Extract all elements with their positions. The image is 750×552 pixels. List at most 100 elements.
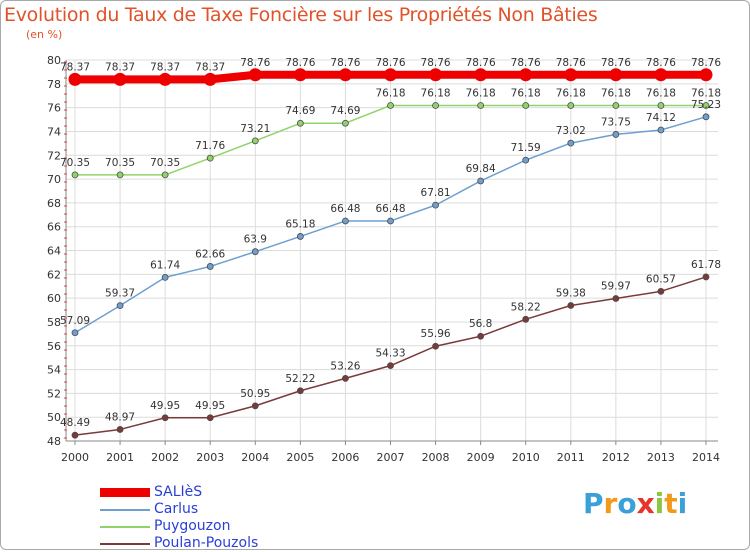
data-label: 54.33 bbox=[375, 348, 405, 360]
data-label: 71.76 bbox=[195, 140, 225, 152]
data-label: 76.18 bbox=[691, 87, 721, 99]
y-tick-label: 72 bbox=[47, 149, 61, 162]
data-label: 59.37 bbox=[105, 288, 135, 300]
data-label: 48.97 bbox=[105, 411, 135, 423]
chart-title: Evolution du Taux de Taxe Foncière sur l… bbox=[4, 4, 598, 26]
data-label: 58.22 bbox=[511, 301, 541, 313]
data-label: 73.02 bbox=[556, 125, 586, 137]
data-label: 61.78 bbox=[691, 259, 721, 271]
data-label: 78.76 bbox=[421, 57, 451, 69]
axes bbox=[64, 60, 718, 445]
y-tick-label: 58 bbox=[47, 316, 61, 329]
data-point bbox=[342, 374, 349, 382]
data-point bbox=[657, 102, 665, 109]
data-point bbox=[432, 102, 439, 109]
legend-swatch bbox=[100, 525, 150, 528]
legend-swatch bbox=[100, 508, 150, 511]
legend: SALIèS Carlus Puygouzon Poulan-Pouzols bbox=[100, 484, 258, 552]
data-point bbox=[203, 72, 217, 86]
y-tick-label: 66 bbox=[47, 221, 61, 234]
y-tick-label: 78 bbox=[47, 78, 61, 91]
data-point bbox=[71, 431, 79, 439]
data-point bbox=[432, 342, 439, 350]
data-point bbox=[161, 171, 169, 179]
data-point bbox=[161, 414, 169, 422]
data-label: 76.18 bbox=[466, 87, 496, 99]
x-tick-label: 2007 bbox=[377, 451, 405, 464]
data-point bbox=[702, 273, 710, 281]
data-label: 78.76 bbox=[601, 57, 631, 69]
data-point bbox=[519, 68, 533, 82]
x-tick-label: 2006 bbox=[331, 451, 359, 464]
data-label: 71.59 bbox=[511, 142, 541, 154]
logo-letter: r bbox=[603, 487, 618, 520]
data-point bbox=[384, 68, 397, 82]
data-label: 78.76 bbox=[285, 57, 315, 69]
x-tick-label: 2012 bbox=[602, 451, 630, 464]
data-label: 66.48 bbox=[375, 203, 405, 215]
data-label: 49.95 bbox=[195, 400, 225, 412]
data-point bbox=[116, 302, 124, 310]
data-label: 78.37 bbox=[60, 61, 90, 73]
x-tick-label: 2013 bbox=[647, 451, 675, 464]
y-tick-label: 74 bbox=[47, 125, 61, 138]
data-label: 63.9 bbox=[244, 234, 267, 246]
y-tick-label: 68 bbox=[47, 197, 61, 210]
data-point bbox=[612, 102, 620, 109]
y-tick-label: 80 bbox=[47, 54, 61, 67]
data-point bbox=[248, 68, 262, 82]
y-tick-label: 62 bbox=[47, 268, 61, 281]
data-label: 53.26 bbox=[330, 360, 360, 372]
data-point bbox=[567, 302, 575, 309]
x-tick-label: 2004 bbox=[241, 451, 269, 464]
y-tick-label: 76 bbox=[47, 102, 61, 115]
legend-item: Puygouzon bbox=[100, 518, 258, 535]
x-tick-label: 2005 bbox=[286, 451, 314, 464]
data-label: 76.18 bbox=[375, 87, 405, 99]
x-tick-label: 2003 bbox=[196, 451, 224, 464]
logo-letter: o bbox=[617, 487, 637, 520]
data-point bbox=[161, 274, 169, 281]
y-tick-label: 54 bbox=[47, 364, 61, 377]
data-point bbox=[116, 426, 124, 433]
y-tick-label: 60 bbox=[47, 292, 61, 305]
logo-letter: t bbox=[664, 487, 678, 520]
legend-item: SALIèS bbox=[100, 484, 258, 501]
data-label: 78.37 bbox=[150, 61, 180, 73]
data-label: 59.38 bbox=[556, 288, 586, 300]
data-point bbox=[657, 287, 665, 295]
data-label: 76.18 bbox=[601, 87, 631, 99]
x-tick-label: 2008 bbox=[422, 451, 450, 464]
data-point bbox=[522, 102, 530, 109]
data-point bbox=[251, 248, 259, 256]
legend-item: Poulan-Pouzols bbox=[100, 535, 258, 552]
y-tick-label: 56 bbox=[47, 340, 61, 353]
data-point bbox=[564, 68, 578, 82]
data-label: 65.18 bbox=[285, 218, 315, 230]
data-label: 60.57 bbox=[646, 273, 676, 285]
data-point bbox=[293, 68, 307, 82]
x-tick-label: 2001 bbox=[106, 451, 134, 464]
data-point bbox=[68, 72, 82, 86]
data-point bbox=[654, 68, 668, 82]
legend-label: Carlus bbox=[154, 501, 199, 517]
data-label: 78.76 bbox=[691, 57, 721, 69]
legend-swatch bbox=[100, 488, 150, 497]
data-point bbox=[251, 402, 259, 410]
data-label: 69.84 bbox=[466, 163, 496, 175]
data-label: 70.35 bbox=[60, 157, 90, 169]
data-label: 70.35 bbox=[150, 157, 180, 169]
data-point bbox=[251, 137, 259, 145]
data-point bbox=[429, 68, 443, 82]
data-point bbox=[612, 131, 620, 138]
data-point bbox=[342, 217, 349, 225]
data-point bbox=[612, 295, 620, 302]
data-label: 74.69 bbox=[285, 105, 315, 117]
data-point bbox=[609, 68, 623, 82]
legend-label: SALIèS bbox=[154, 484, 203, 500]
proxiti-logo: Proxiti bbox=[583, 487, 687, 520]
x-tick-label: 2009 bbox=[467, 451, 495, 464]
data-label: 78.76 bbox=[240, 57, 270, 69]
legend-swatch bbox=[100, 542, 150, 545]
data-point bbox=[477, 177, 485, 185]
